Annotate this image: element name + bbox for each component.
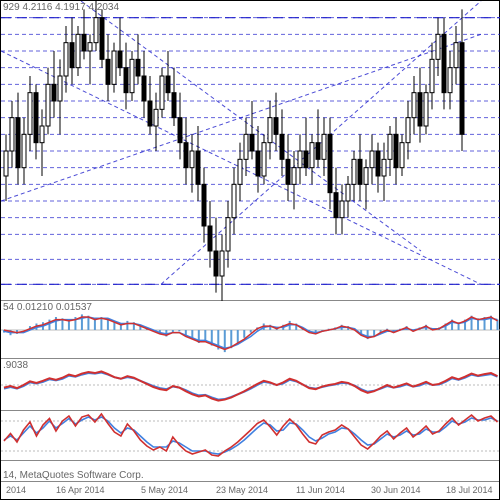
stochastic-indicator xyxy=(1,411,500,461)
x-axis-label: 11 Jun 2014 xyxy=(296,485,345,495)
x-axis-label: 5 May 2014 xyxy=(141,485,188,495)
macd-panel: 54 0.01210 0.01537 xyxy=(1,301,499,359)
main-header-values: 929 4.2116 4.1917 4.2034 xyxy=(3,2,119,13)
rsi-indicator xyxy=(1,359,500,411)
x-axis-label: 2014 xyxy=(6,485,26,495)
rsi-panel: .9038 xyxy=(1,359,499,411)
financial-chart: 929 4.2116 4.1917 4.2034 54 0.01210 0.01… xyxy=(0,0,500,500)
x-axis-label: 30 Jun 2014 xyxy=(371,485,421,495)
rsi-header-values: .9038 xyxy=(3,360,28,371)
macd-header-values: 54 0.01210 0.01537 xyxy=(3,302,92,313)
candlestick-chart xyxy=(1,1,500,301)
x-axis-label: 23 May 2014 xyxy=(216,485,268,495)
copyright-panel: 14, MetaQuotes Software Corp. xyxy=(1,461,499,483)
main-price-panel: 929 4.2116 4.1917 4.2034 xyxy=(1,1,499,301)
x-axis-label: 18 Jul 2014 xyxy=(446,485,493,495)
stochastic-panel xyxy=(1,411,499,461)
copyright-text: 14, MetaQuotes Software Corp. xyxy=(3,470,144,481)
x-axis-label: 16 Apr 2014 xyxy=(56,485,105,495)
time-axis: 2014 16 Apr 2014 5 May 2014 23 May 2014 11 J… xyxy=(1,481,499,499)
